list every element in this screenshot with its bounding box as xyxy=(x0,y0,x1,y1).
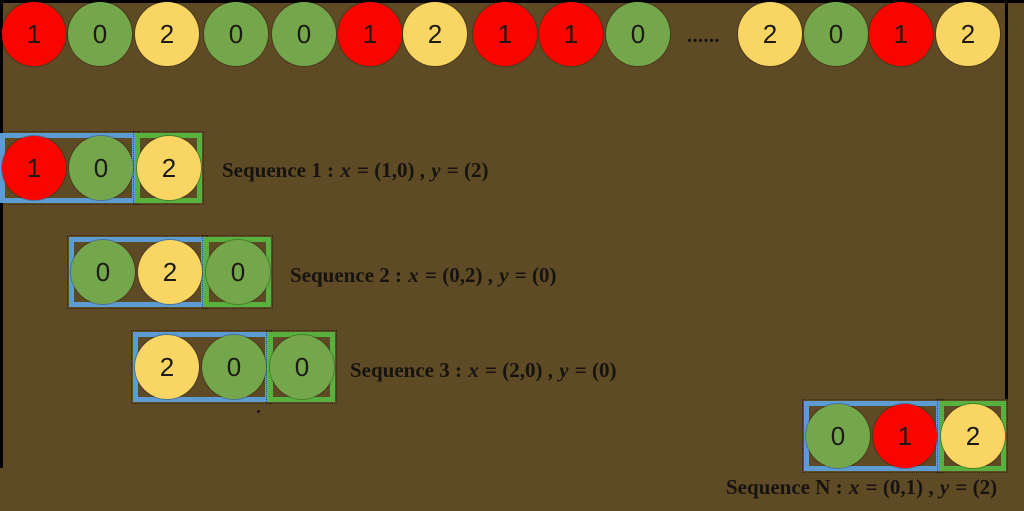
sequence-label-colon: : xyxy=(321,158,340,182)
token-circle: 1 xyxy=(473,2,537,66)
token-circle: 0 xyxy=(204,2,268,66)
sequence-label-name: Sequence N xyxy=(726,475,831,499)
sequence-label-name: Sequence 1 xyxy=(222,158,322,182)
token-circle: 1 xyxy=(2,2,66,66)
ellipsis-dots: ...... xyxy=(687,25,720,47)
y-equation: = (0) xyxy=(509,263,557,287)
sequence-token-circle: 0 xyxy=(71,240,135,304)
y-symbol: y xyxy=(431,158,441,182)
sequence-token-circle: 0 xyxy=(206,240,270,304)
token-circle: 2 xyxy=(738,2,802,66)
token-circle: 2 xyxy=(936,2,1000,66)
sequence-label-colon: : xyxy=(449,358,468,382)
token-circle: 2 xyxy=(403,2,467,66)
sequence-label: Sequence N : x = (0,1) , y = (2) xyxy=(726,474,997,500)
x-equation: = (2,0) , xyxy=(479,358,559,382)
x-equation: = (0,1) , xyxy=(860,475,939,499)
x-symbol: x xyxy=(468,358,479,382)
left-border-line xyxy=(0,0,3,468)
sequence-token-circle: 0 xyxy=(69,136,133,200)
token-circle: 1 xyxy=(338,2,402,66)
sequence-token-circle: 0 xyxy=(202,335,266,399)
x-symbol: x xyxy=(340,158,351,182)
x-equation: = (0,2) , xyxy=(419,263,499,287)
top-border-line xyxy=(0,0,1024,3)
token-circle: 2 xyxy=(135,2,199,66)
sequence-token-circle: 1 xyxy=(873,404,937,468)
x-equation: = (1,0) , xyxy=(351,158,431,182)
token-circle: 0 xyxy=(804,2,868,66)
x-symbol: x xyxy=(848,475,860,499)
sequence-label-colon: : xyxy=(389,263,408,287)
sequence-label: Sequence 3 : x = (2,0) , y = (0) xyxy=(350,357,616,383)
token-circle: 0 xyxy=(606,2,670,66)
y-equation: = (0) xyxy=(569,358,617,382)
token-circle: 0 xyxy=(272,2,336,66)
sequence-label-name: Sequence 3 xyxy=(350,358,450,382)
sequence-label: Sequence 2 : x = (0,2) , y = (0) xyxy=(290,262,556,288)
sequence-token-circle: 1 xyxy=(2,136,66,200)
y-equation: = (2) xyxy=(950,475,998,499)
right-border-line xyxy=(1005,0,1008,399)
sequence-token-circle: 2 xyxy=(138,240,202,304)
token-circle: 1 xyxy=(869,2,933,66)
sequence-label: Sequence 1 : x = (1,0) , y = (2) xyxy=(222,157,488,183)
y-symbol: y xyxy=(939,475,950,499)
sequence-token-circle: 0 xyxy=(270,335,334,399)
sequence-token-circle: 2 xyxy=(137,136,201,200)
y-symbol: y xyxy=(499,263,509,287)
token-circle: 0 xyxy=(68,2,132,66)
sequence-label-name: Sequence 2 xyxy=(290,263,390,287)
sequence-token-circle: 2 xyxy=(941,404,1005,468)
stray-dot xyxy=(257,410,260,413)
y-symbol: y xyxy=(559,358,569,382)
sequence-token-circle: 2 xyxy=(135,335,199,399)
x-symbol: x xyxy=(408,263,419,287)
token-circle: 1 xyxy=(539,2,603,66)
y-equation: = (2) xyxy=(441,158,489,182)
sequence-token-circle: 0 xyxy=(806,404,870,468)
sequence-label-colon: : xyxy=(830,475,848,499)
